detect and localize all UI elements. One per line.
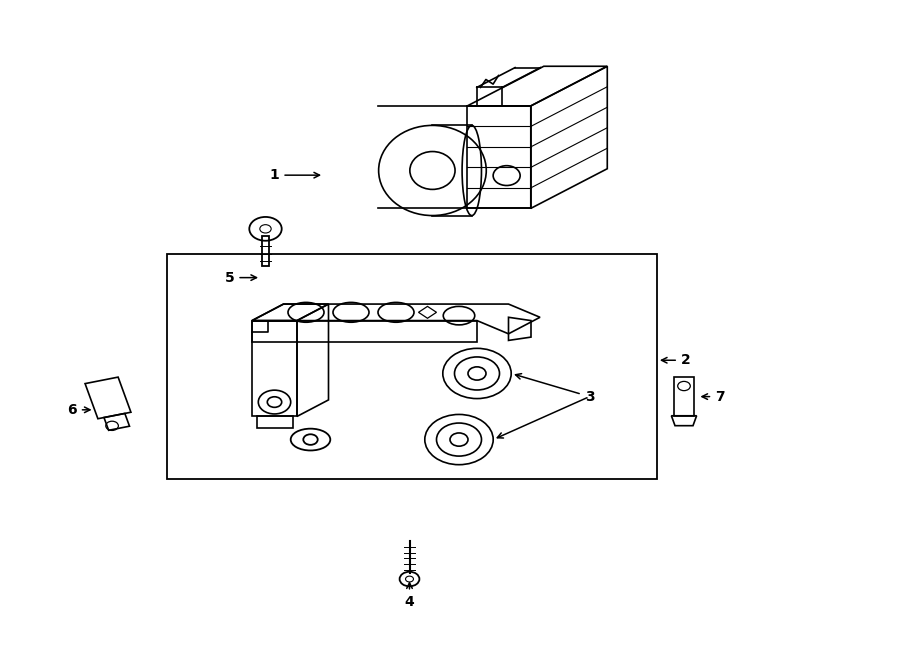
- Text: 5: 5: [225, 270, 256, 285]
- Text: 2: 2: [662, 353, 690, 368]
- Text: 3: 3: [516, 373, 594, 404]
- Bar: [166, 254, 657, 479]
- Bar: [674, 377, 694, 416]
- Text: 4: 4: [405, 583, 414, 609]
- Text: 1: 1: [270, 168, 320, 182]
- Text: 7: 7: [702, 389, 724, 404]
- Text: 6: 6: [68, 403, 90, 417]
- Bar: [263, 236, 268, 266]
